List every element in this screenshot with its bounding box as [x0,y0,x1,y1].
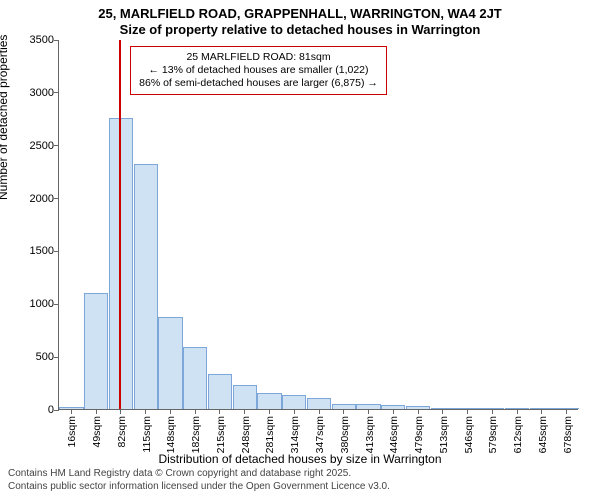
xtick-mark [219,409,220,414]
ytick-label: 3000 [14,87,54,99]
annotation-line2: ← 13% of detached houses are smaller (1,… [139,64,378,77]
xtick-mark [343,409,344,414]
xtick-mark [541,409,542,414]
xtick-mark [566,409,567,414]
ytick-mark [54,198,59,199]
y-axis-label: Number of detached properties [0,35,10,200]
xtick-label: 215sqm [215,416,227,453]
xtick-label: 678sqm [562,416,574,453]
xtick-mark [467,409,468,414]
xtick-label: 16sqm [66,416,78,448]
ytick-mark [54,40,59,41]
histogram-bar [233,385,257,409]
xtick-label: 148sqm [165,416,177,453]
xtick-label: 347sqm [314,416,326,453]
ytick-mark [54,304,59,305]
chart-title-line1: 25, MARLFIELD ROAD, GRAPPENHALL, WARRING… [0,6,600,21]
xtick-label: 281sqm [264,416,276,453]
xtick-mark [96,409,97,414]
xtick-mark [244,409,245,414]
xtick-label: 546sqm [463,416,475,453]
xtick-label: 513sqm [438,416,450,453]
ytick-label: 500 [14,351,54,363]
xtick-label: 182sqm [190,416,202,453]
ytick-label: 2000 [14,193,54,205]
xtick-mark [319,409,320,414]
xtick-label: 413sqm [364,416,376,453]
footer-line2: Contains public sector information licen… [8,481,390,492]
plot-area: 25 MARLFIELD ROAD: 81sqm← 13% of detache… [58,40,578,410]
ytick-label: 1500 [14,245,54,257]
xtick-mark [71,409,72,414]
highlight-line [119,40,121,409]
xtick-mark [195,409,196,414]
xtick-mark [368,409,369,414]
footer-line1: Contains HM Land Registry data © Crown c… [8,468,351,479]
xtick-label: 82sqm [116,416,128,448]
ytick-mark [54,251,59,252]
xtick-mark [418,409,419,414]
histogram-bar [183,347,207,409]
xtick-label: 49sqm [91,416,103,448]
histogram-bar [282,395,306,409]
ytick-label: 2500 [14,140,54,152]
histogram-bar [84,293,108,409]
ytick-mark [54,92,59,93]
xtick-mark [517,409,518,414]
xtick-label: 115sqm [141,416,153,453]
ytick-label: 3500 [14,34,54,46]
xtick-label: 248sqm [240,416,252,453]
xtick-label: 645sqm [537,416,549,453]
xtick-mark [393,409,394,414]
chart-title-line2: Size of property relative to detached ho… [0,22,600,37]
ytick-label: 1000 [14,298,54,310]
histogram-bar [257,393,281,409]
annotation-line1: 25 MARLFIELD ROAD: 81sqm [139,51,378,64]
annotation-box: 25 MARLFIELD ROAD: 81sqm← 13% of detache… [130,46,387,95]
xtick-mark [492,409,493,414]
histogram-bar [307,398,331,409]
histogram-bar [208,374,232,409]
ytick-mark [54,145,59,146]
xtick-mark [442,409,443,414]
xtick-label: 612sqm [512,416,524,453]
xtick-label: 446sqm [388,416,400,453]
chart-container: 25, MARLFIELD ROAD, GRAPPENHALL, WARRING… [0,0,600,500]
xtick-label: 314sqm [289,416,301,453]
xtick-mark [170,409,171,414]
xtick-mark [294,409,295,414]
x-axis-label: Distribution of detached houses by size … [0,452,600,466]
ytick-mark [54,410,59,411]
xtick-mark [145,409,146,414]
xtick-mark [269,409,270,414]
ytick-mark [54,357,59,358]
xtick-label: 479sqm [413,416,425,453]
histogram-bar [134,164,158,409]
ytick-label: 0 [14,404,54,416]
histogram-bar [158,317,182,409]
xtick-mark [120,409,121,414]
annotation-line3: 86% of semi-detached houses are larger (… [139,77,378,90]
xtick-label: 380sqm [339,416,351,453]
xtick-label: 579sqm [487,416,499,453]
